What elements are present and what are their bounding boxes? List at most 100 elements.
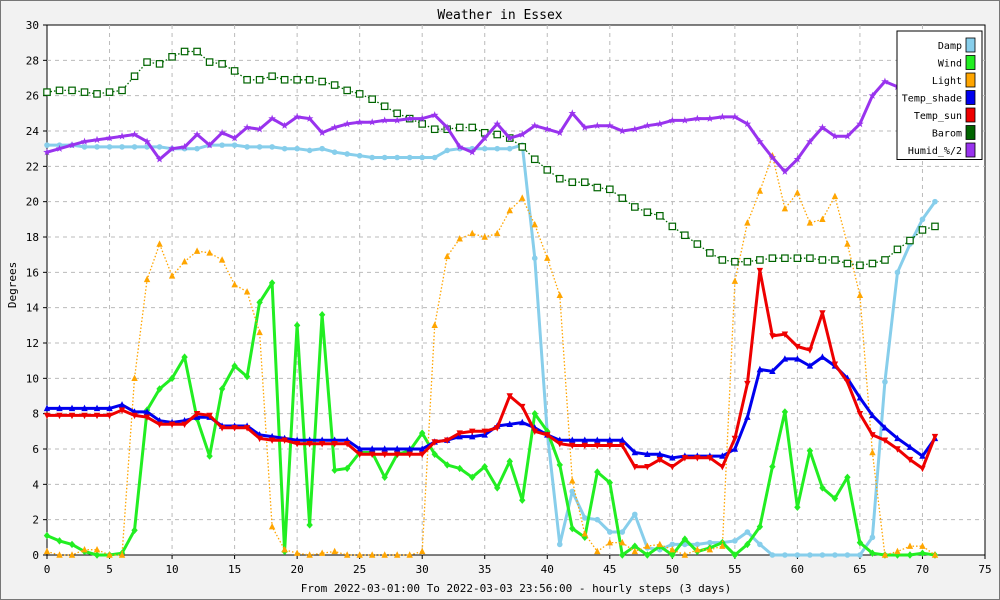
- data-point-light: [231, 281, 238, 288]
- data-point-barom: [706, 249, 714, 257]
- data-point-wind: [43, 531, 51, 540]
- data-point-temp-shade: [644, 450, 651, 457]
- data-point-temp-sun: [494, 425, 501, 432]
- data-point-light: [619, 538, 626, 546]
- data-point-damp: [869, 534, 876, 541]
- data-point-humid-2: [731, 112, 739, 121]
- data-point-humid-2: [143, 137, 151, 145]
- data-point-temp-sun: [619, 442, 626, 450]
- data-point-humid-2: [568, 109, 577, 117]
- data-point-humid-2: [543, 125, 552, 133]
- data-point-wind: [156, 385, 163, 393]
- data-point-barom: [418, 120, 427, 128]
- data-point-wind: [569, 524, 576, 533]
- x-tick-label: 40: [541, 563, 554, 576]
- data-point-temp-shade: [393, 445, 401, 452]
- data-point-light: [381, 551, 388, 558]
- data-point-light: [756, 187, 764, 194]
- data-point-barom: [330, 81, 339, 89]
- data-point-light: [431, 321, 438, 329]
- data-point-damp: [744, 529, 751, 535]
- data-point-light: [481, 233, 488, 240]
- data-point-light: [393, 551, 401, 558]
- data-point-humid-2: [268, 114, 276, 122]
- data-point-temp-sun: [694, 455, 701, 462]
- data-point-temp-sun: [769, 333, 776, 340]
- series-line-wind: [46, 281, 936, 557]
- data-point-temp-sun: [206, 412, 213, 420]
- data-point-humid-2: [556, 128, 564, 136]
- data-point-humid-2: [718, 112, 727, 121]
- legend-label-temp-sun: Temp_sun: [914, 111, 962, 122]
- data-point-humid-2: [193, 130, 201, 138]
- data-point-temp-sun: [706, 455, 714, 462]
- data-point-temp-sun: [544, 432, 551, 439]
- data-point-humid-2: [405, 114, 414, 122]
- y-tick-label: 20: [26, 196, 39, 209]
- data-point-wind: [306, 521, 313, 529]
- data-point-temp-shade: [581, 436, 588, 443]
- data-point-humid-2: [856, 119, 864, 128]
- data-point-light: [656, 540, 664, 548]
- data-point-temp-shade: [519, 418, 526, 426]
- data-point-wind: [906, 551, 914, 559]
- data-point-temp-sun: [393, 451, 401, 458]
- data-point-damp: [269, 144, 275, 150]
- data-point-damp: [632, 511, 638, 518]
- data-point-humid-2: [368, 118, 376, 126]
- data-point-humid-2: [681, 116, 689, 124]
- data-point-damp: [119, 144, 125, 150]
- data-point-temp-sun: [744, 380, 751, 388]
- data-point-temp-sun: [856, 410, 864, 418]
- data-point-humid-2: [255, 125, 264, 133]
- data-point-damp: [131, 144, 138, 150]
- data-point-damp: [256, 144, 263, 150]
- data-point-wind: [669, 551, 676, 559]
- data-point-temp-shade: [669, 454, 676, 461]
- data-point-temp-shade: [744, 413, 751, 420]
- data-point-temp-shade: [143, 408, 151, 415]
- data-point-barom: [343, 86, 351, 95]
- data-point-temp-sun: [844, 379, 851, 386]
- data-point-temp-sun: [656, 456, 664, 464]
- legend-swatch-damp: [965, 37, 976, 53]
- data-point-temp-sun: [143, 414, 151, 421]
- data-point-temp-sun: [131, 412, 138, 420]
- legend-swatch-humid-2: [965, 142, 976, 158]
- data-point-wind: [231, 362, 238, 370]
- data-point-temp-sun: [581, 442, 588, 450]
- data-point-humid-2: [380, 116, 389, 124]
- data-point-barom: [918, 226, 927, 234]
- data-point-damp: [194, 145, 200, 152]
- data-point-temp-sun: [819, 310, 826, 317]
- data-point-temp-shade: [894, 434, 901, 442]
- data-point-barom: [806, 254, 814, 263]
- data-point-temp-shade: [869, 411, 876, 419]
- data-point-wind: [831, 494, 839, 503]
- data-point-humid-2: [706, 114, 714, 122]
- x-tick-label: 55: [728, 563, 741, 576]
- data-point-temp-shade: [118, 401, 126, 408]
- data-point-damp: [807, 552, 813, 558]
- series-temp-sun: [43, 267, 939, 473]
- data-point-damp: [782, 552, 788, 558]
- legend-label-wind: Wind: [938, 59, 962, 70]
- data-point-wind: [431, 450, 438, 458]
- x-tick-label: 15: [228, 563, 241, 576]
- data-point-light: [56, 551, 63, 558]
- data-point-temp-shade: [606, 436, 613, 443]
- data-point-temp-shade: [419, 445, 426, 452]
- data-point-wind: [494, 484, 501, 492]
- data-point-damp: [607, 529, 613, 535]
- x-tick-label: 60: [791, 563, 804, 576]
- data-point-barom: [593, 183, 602, 192]
- data-point-barom: [843, 259, 852, 268]
- x-tick-label: 0: [44, 563, 51, 576]
- data-point-wind: [268, 279, 276, 287]
- data-point-light: [831, 192, 839, 200]
- data-point-humid-2: [743, 119, 752, 128]
- data-point-humid-2: [355, 118, 364, 126]
- data-point-temp-shade: [619, 436, 626, 443]
- data-point-humid-2: [455, 142, 464, 151]
